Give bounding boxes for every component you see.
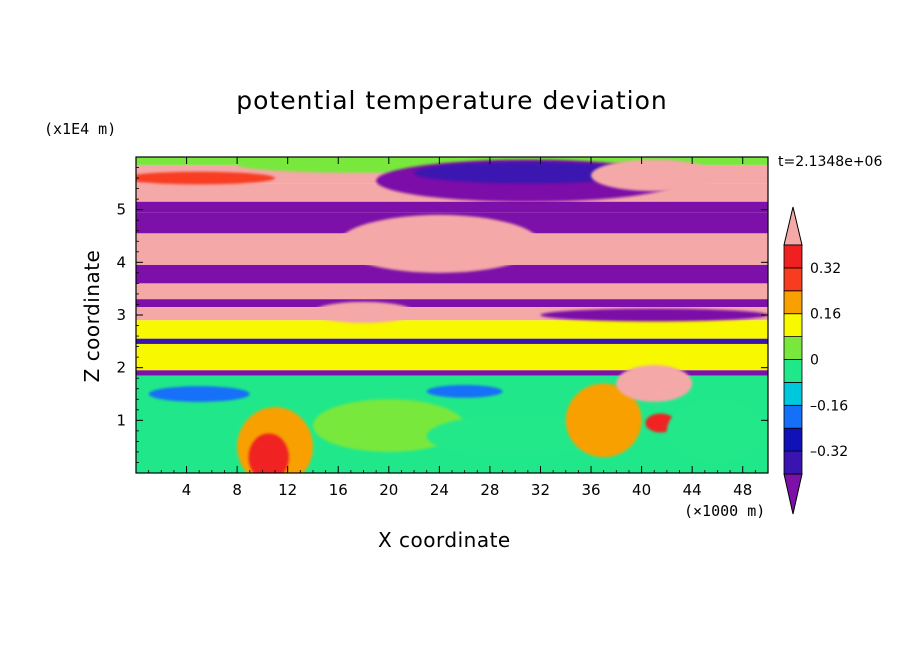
contour-region — [426, 415, 604, 458]
x-tick-label: 8 — [232, 481, 242, 499]
colorbar-segment — [783, 381, 803, 406]
contour-region — [148, 386, 250, 402]
contour-band — [136, 343, 768, 371]
x-axis-label: X coordinate — [378, 528, 511, 552]
contour-band — [136, 264, 768, 284]
y-axis-ticks: 1 2 3 4 5 — [116, 167, 768, 463]
contour-band — [136, 370, 768, 376]
x-tick-label: 12 — [278, 481, 297, 499]
contour-region — [248, 433, 289, 473]
contour-region — [426, 385, 503, 398]
colorbar-segment — [783, 359, 803, 383]
contour-region — [540, 308, 768, 322]
y-tick-label: 1 — [116, 411, 126, 429]
x-tick-label: 24 — [430, 481, 449, 499]
x-tick-label: 48 — [733, 481, 752, 499]
contour-band — [136, 299, 768, 308]
x-axis-scale-label: (×1000 m) — [684, 502, 766, 520]
contour-region — [565, 383, 642, 458]
colorbar-extend-bottom — [783, 473, 803, 515]
contour-band — [136, 320, 768, 339]
colorbar-segment — [783, 404, 803, 429]
colorbar-label: –0.16 — [810, 398, 848, 414]
contour-band — [136, 201, 768, 213]
colorbar-segment — [783, 336, 803, 360]
colorbar-extend-top — [783, 206, 803, 246]
colorbar-segment — [783, 427, 803, 452]
colorbar-segment — [783, 244, 803, 269]
y-tick-label: 3 — [116, 306, 126, 324]
colorbar-label: –0.32 — [810, 444, 848, 460]
x-tick-label: 4 — [182, 481, 192, 499]
colorbar-segment — [783, 450, 803, 475]
contour-region — [136, 171, 276, 185]
colorbar-label: 0.16 — [810, 307, 841, 323]
colorbar: 0.32 0.16 0 –0.16 –0.32 — [783, 206, 848, 515]
x-tick-label: 36 — [581, 481, 600, 499]
colorbar-label: 0 — [810, 353, 819, 369]
colorbar-segment — [783, 267, 803, 292]
colorbar-segment — [783, 290, 803, 315]
contour-region — [414, 162, 642, 184]
contour-field — [136, 157, 768, 473]
x-tick-label: 40 — [632, 481, 651, 499]
time-label: t=2.1348e+06 — [778, 154, 883, 170]
colorbar-segment — [783, 313, 803, 338]
contour-region — [338, 214, 541, 273]
contour-band — [136, 283, 768, 300]
contour-region — [616, 365, 693, 402]
chart-title: potential temperature deviation — [236, 86, 668, 115]
y-tick-label: 5 — [116, 201, 126, 219]
colorbar-label: 0.32 — [810, 261, 841, 277]
contour-band — [136, 338, 768, 344]
contour-region — [666, 399, 768, 463]
x-tick-label: 44 — [683, 481, 702, 499]
contour-region — [312, 399, 465, 452]
x-axis-ticks: 4 8 12 16 20 24 28 32 36 40 44 48 — [148, 157, 756, 499]
x-tick-label: 16 — [329, 481, 348, 499]
y-tick-label: 2 — [116, 359, 126, 377]
y-tick-label: 4 — [116, 253, 126, 271]
contour-region — [591, 159, 718, 192]
x-tick-label: 32 — [531, 481, 550, 499]
y-axis-scale-label: (x1E4 m) — [44, 120, 117, 138]
x-tick-label: 28 — [480, 481, 499, 499]
contour-region — [312, 301, 415, 323]
x-tick-label: 20 — [379, 481, 398, 499]
